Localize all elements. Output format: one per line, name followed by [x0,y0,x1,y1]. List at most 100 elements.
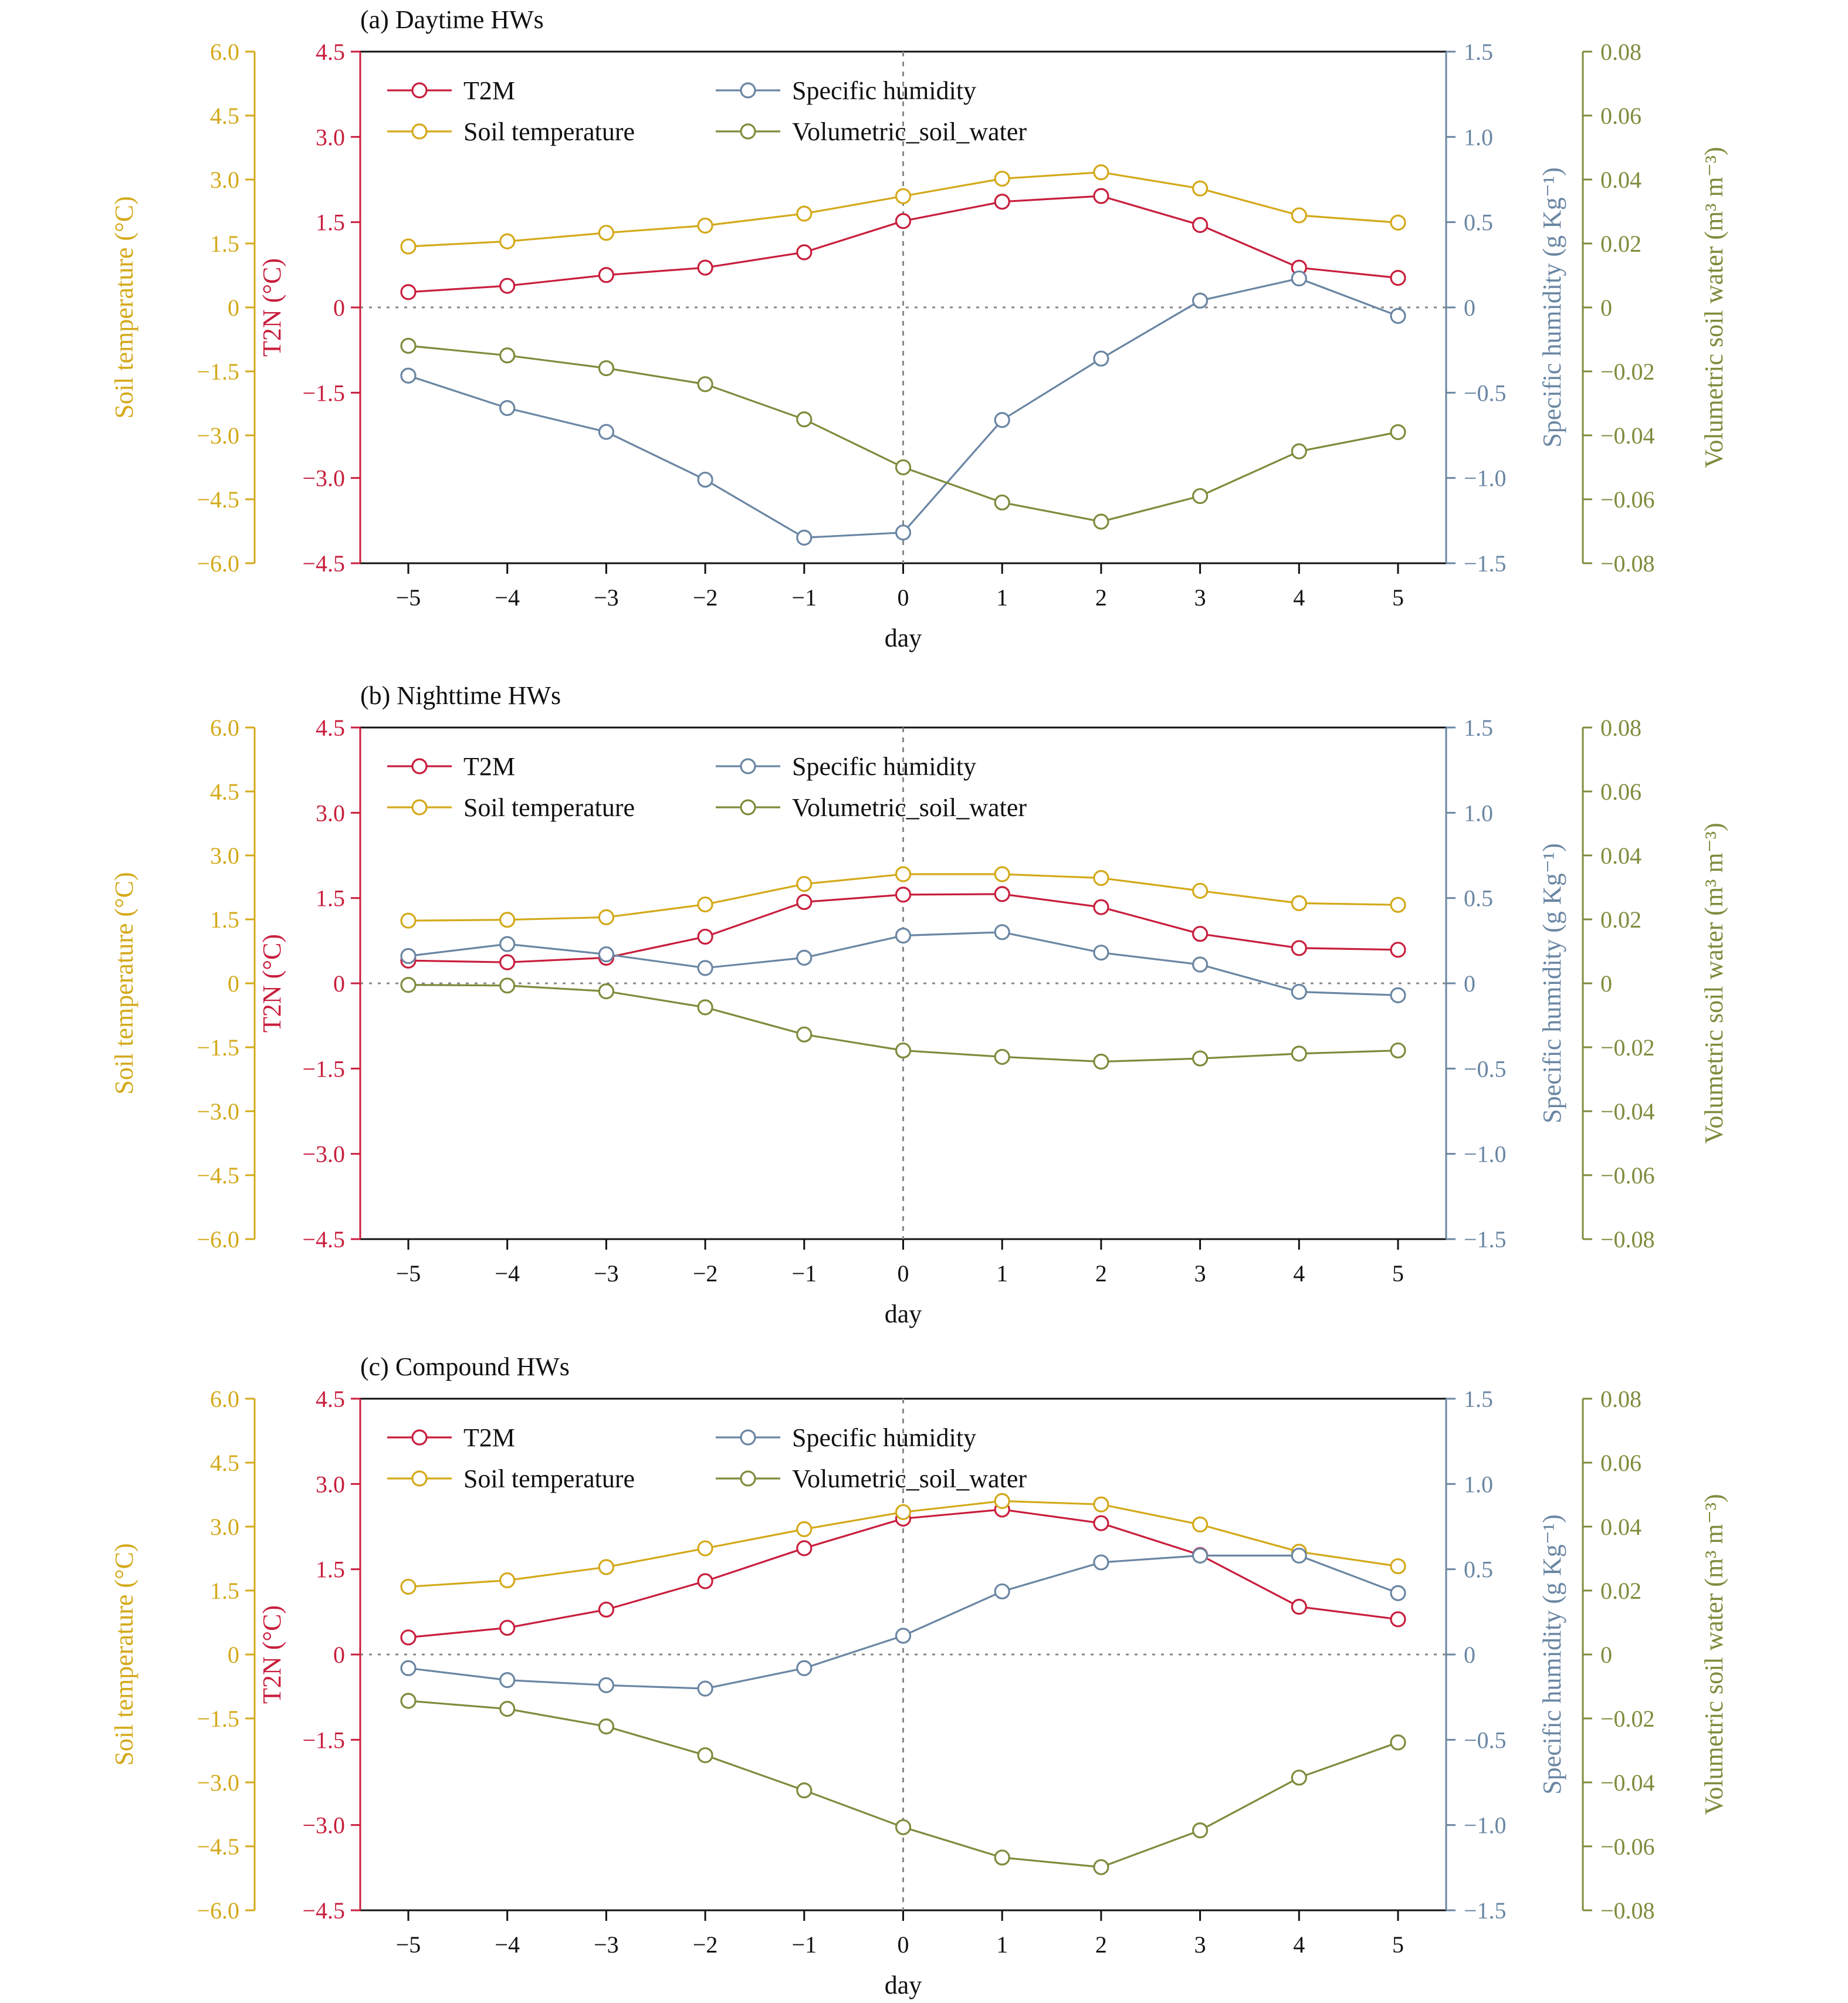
legend-swatch-marker [411,123,428,140]
legend-swatch-marker [740,123,756,140]
humidity-axis: 1.5 1.0 0.5 0 −0.5 −1.0 −1.5 Specific humidity … [1445,39,1566,577]
data-point [598,360,615,377]
data-point [697,896,713,913]
legend: T2M Soil temperature Specific humidity Volu… [387,76,1027,146]
soil-axis-tick-label: −6.0 [197,1226,239,1253]
series-specific-humidity [400,1547,1406,1697]
humidity-axis-tick-label: 0.5 [1464,209,1493,236]
data-point [1291,1769,1307,1786]
water-axis-tick-label: −0.06 [1600,1162,1655,1189]
t2m-axis-tick-label: 3.0 [316,800,345,826]
x-tick-label: −1 [792,1260,817,1287]
data-point [697,259,713,276]
chart-panel-2: (b) Nighttime HWs −5 −4 −3 −2 −1 0 1 2 3 4 5 day 6.0 4… [110,681,1728,1328]
legend-label: Volumetric_soil_water [792,1464,1027,1493]
data-point [1192,216,1209,234]
x-axis-label: day [885,624,922,652]
data-point [697,217,713,234]
humidity-axis-tick-label: −0.5 [1464,1055,1507,1082]
soil-axis-tick-label: −1.5 [197,1034,239,1061]
data-point [697,376,713,393]
series-specific-humidity [400,924,1406,1003]
data-point [1390,1611,1406,1628]
legend-label: Volumetric_soil_water [792,793,1027,822]
data-point [994,924,1010,940]
data-point [697,1747,713,1764]
soil-axis-tick-label: 3.0 [210,167,239,193]
water-axis-tick-label: 0.04 [1600,1514,1641,1540]
legend: T2M Soil temperature Specific humidity Volu… [387,752,1027,822]
soil-axis-title: Soil temperature (°C) [110,872,138,1094]
soil-axis-tick-label: −3.0 [197,422,239,449]
data-point [1390,896,1406,913]
data-point [598,1559,615,1575]
humidity-axis-tick-label: 1.0 [1464,1471,1493,1497]
soil-axis-tick-label: 4.5 [210,1450,239,1476]
data-point [1192,180,1209,197]
t2m-axis-title: T2N (°C) [258,258,286,357]
legend-swatch-marker [411,1470,428,1487]
water-axis-tick-label: 0 [1600,295,1612,321]
t2m-axis-tick-label: −3.0 [302,1812,345,1839]
t2m-axis-tick-label: −1.5 [302,380,345,406]
soil-axis-tick-label: 0 [228,295,239,321]
data-point [1192,1516,1209,1532]
data-point [796,1521,813,1537]
data-point [895,525,912,541]
soil-axis-title: Soil temperature (°C) [110,196,138,418]
x-tick-label: −1 [792,584,817,611]
legend-item: Soil temperature [387,1464,635,1493]
legend-swatch-marker [740,82,756,99]
x-tick-label: −4 [495,1931,520,1958]
humidity-axis-tick-label: 1.5 [1464,715,1493,741]
data-point [1093,1496,1109,1513]
data-point [1093,350,1109,367]
data-point [1093,899,1109,915]
data-point [994,886,1010,902]
legend-item: Soil temperature [387,793,635,822]
humidity-axis-tick-label: 0 [1464,970,1475,997]
water-axis-tick-label: −0.06 [1600,486,1655,513]
data-point [1390,307,1406,324]
t2m-axis-tick-label: 4.5 [316,715,345,741]
x-tick-label: 5 [1392,1260,1404,1287]
legend-item: Volumetric_soil_water [716,793,1027,822]
data-point [895,866,912,882]
humidity-axis-tick-label: 1.5 [1464,39,1493,65]
data-point [994,1493,1010,1509]
t2m-axis-tick-label: 1.5 [316,1557,345,1583]
x-tick-label: 4 [1293,1260,1305,1287]
humidity-axis-tick-label: 1.5 [1464,1386,1493,1412]
water-axis: 0.08 0.06 0.04 0.02 0 −0.02 −0.04 −0.06 −0.08 Vol… [1582,39,1728,577]
x-tick-label: −2 [693,584,718,611]
data-point [895,887,912,903]
chart-panel-1: (a) Daytime HWs −5 −4 −3 −2 −1 0 1 2 3 4 5 day 6.0 4.5… [110,5,1728,652]
data-point [400,337,417,354]
humidity-axis: 1.5 1.0 0.5 0 −0.5 −1.0 −1.5 Specific humidity … [1445,1386,1566,1924]
data-point [400,238,417,255]
water-axis-tick-label: 0.06 [1600,1450,1641,1476]
legend-label: Specific humidity [792,1423,976,1452]
data-point [1192,956,1209,973]
data-point [400,948,417,965]
soil-axis-tick-label: 1.5 [210,1578,239,1604]
data-point [1093,1515,1109,1531]
humidity-axis-tick-label: −1.5 [1464,1226,1507,1253]
x-tick-label: 1 [996,1260,1008,1287]
data-point [1093,1859,1109,1876]
humidity-axis-tick-label: 0 [1464,295,1475,321]
legend-swatch-marker [740,758,756,774]
water-axis-tick-label: −0.06 [1600,1833,1655,1860]
data-point [796,205,813,222]
series-line [408,277,1399,539]
data-point [1093,1053,1109,1070]
x-tick-label: −5 [396,1931,421,1958]
data-point [697,471,713,488]
x-tick-label: 2 [1095,1260,1107,1287]
humidity-axis-title: Specific humidity (g Kg⁻¹) [1538,1514,1566,1795]
soil-axis-tick-label: −3.0 [197,1769,239,1796]
data-point [697,999,713,1016]
t2m-axis: 4.5 3.0 1.5 0 −1.5 −3.0 −4.5 T2N (°C) [258,1386,361,1924]
water-axis-tick-label: −0.04 [1600,1098,1655,1125]
t2m-axis: 4.5 3.0 1.5 0 −1.5 −3.0 −4.5 T2N (°C) [258,39,361,577]
